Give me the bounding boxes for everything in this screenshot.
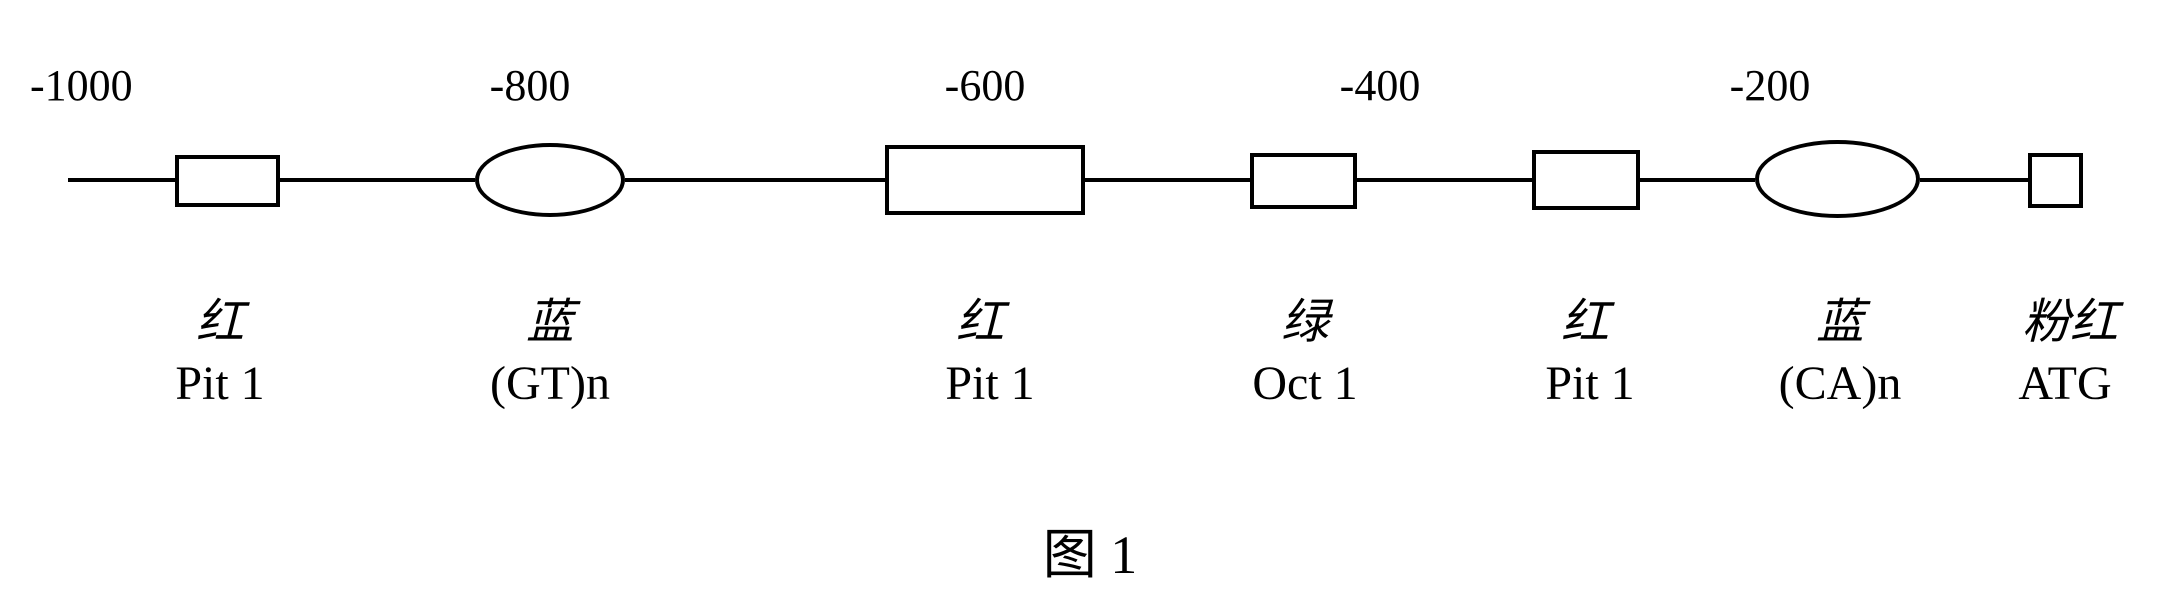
site-label-pit1-b: Pit 1	[910, 356, 1070, 411]
color-label-oct1: 绿	[1245, 282, 1365, 352]
element-pit1-c	[1532, 150, 1640, 210]
site-label-pit1-c: Pit 1	[1510, 356, 1670, 411]
axis-seg-6	[1920, 178, 2028, 182]
scale-tick-1: -800	[470, 60, 590, 111]
element-pit1-a	[175, 155, 280, 207]
color-label-gtn: 蓝	[490, 282, 610, 352]
color-label-atg: 粉红	[2000, 282, 2140, 352]
axis-seg-4	[1357, 178, 1532, 182]
figure-caption: 图 1	[940, 510, 1240, 589]
site-label-gtn: (GT)n	[460, 356, 640, 411]
axis-seg-5	[1640, 178, 1755, 182]
scale-tick-4: -200	[1710, 60, 1830, 111]
element-pit1-b	[885, 145, 1085, 215]
color-label-can: 蓝	[1780, 282, 1900, 352]
axis-seg-3	[1085, 178, 1250, 182]
scale-tick-3: -400	[1320, 60, 1440, 111]
site-label-pit1-a: Pit 1	[150, 356, 290, 411]
element-oct1	[1250, 153, 1357, 209]
axis-seg-0	[68, 178, 175, 182]
site-label-can: (CA)n	[1745, 356, 1935, 411]
color-label-pit1-c: 红	[1525, 282, 1645, 352]
site-label-atg: ATG	[1985, 356, 2145, 411]
scale-tick-2: -600	[925, 60, 1045, 111]
axis-seg-1	[280, 178, 475, 182]
site-label-oct1: Oct 1	[1225, 356, 1385, 411]
element-gtn	[475, 143, 625, 217]
element-can	[1755, 140, 1920, 218]
diagram-canvas: -1000 -800 -600 -400 -200 红 蓝 红 绿 红 蓝 粉红…	[0, 0, 2180, 598]
axis-seg-2	[625, 178, 885, 182]
color-label-pit1-a: 红	[160, 282, 280, 352]
color-label-pit1-b: 红	[920, 282, 1040, 352]
element-atg	[2028, 153, 2083, 208]
scale-tick-0: -1000	[30, 60, 170, 111]
